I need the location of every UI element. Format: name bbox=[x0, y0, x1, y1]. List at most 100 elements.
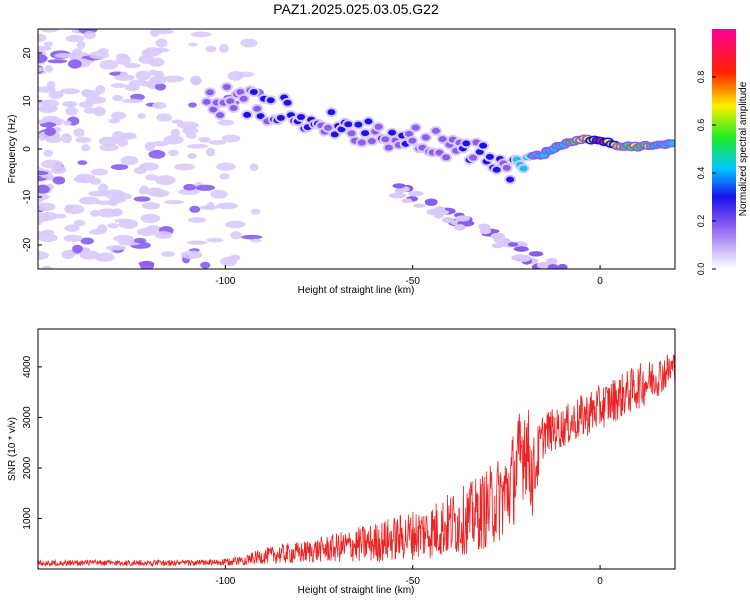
spectrogram-noise-blob bbox=[216, 163, 235, 171]
spectrogram-noise-blob bbox=[81, 89, 91, 96]
spectrogram-noise-blob bbox=[155, 175, 175, 185]
spectrogram-noise-blob bbox=[134, 238, 147, 243]
spectrogram-noise-blob bbox=[53, 176, 65, 184]
spectrogram-noise-blob bbox=[114, 74, 135, 81]
spectrogram-noise-blob bbox=[34, 213, 51, 222]
spectrogram-noise-blob bbox=[191, 77, 202, 85]
spectrogram-streak-blob bbox=[480, 228, 491, 234]
spectrogram-ridge-core bbox=[408, 138, 416, 144]
spectrogram-noise-blob bbox=[209, 140, 226, 145]
spectrogram-noise-blob bbox=[196, 185, 215, 191]
spectrogram-ridge-core bbox=[364, 118, 372, 124]
spectrogram-noise-blob bbox=[138, 261, 154, 266]
spectrogram-noise-blob bbox=[116, 53, 129, 58]
spectrogram-noise-blob bbox=[206, 148, 215, 157]
colorbar-gradient bbox=[712, 29, 736, 269]
spectrogram-ridge-core bbox=[243, 112, 251, 118]
spectrogram-noise-blob bbox=[111, 164, 129, 170]
colorbar-tick-label: 0.2 bbox=[696, 215, 706, 228]
spectrogram-noise-blob bbox=[124, 63, 141, 68]
spectrogram-noise-blob bbox=[137, 228, 157, 236]
spectrogram-noise-blob bbox=[72, 245, 83, 254]
spectrogram-streak-blob bbox=[456, 215, 470, 221]
spectrogram-noise-blob bbox=[134, 196, 151, 201]
spectrogram-streak-blob bbox=[552, 272, 569, 278]
spectrogram-noise-blob bbox=[237, 71, 254, 77]
spectrogram-noise-blob bbox=[77, 41, 86, 49]
spectrogram-ridge-core bbox=[230, 105, 238, 111]
spectrogram-ridge-core bbox=[422, 134, 430, 140]
spectrogram-noise-blob bbox=[125, 84, 140, 91]
figure-title: PAZ1.2025.025.03.05.G22 bbox=[273, 1, 439, 17]
spectrogram-noise-blob bbox=[85, 96, 106, 104]
spectrogram-ridge-core bbox=[216, 112, 224, 118]
spectrogram-noise-blob bbox=[174, 163, 195, 170]
spectrogram-noise-blob bbox=[155, 231, 172, 239]
spectrogram-ridge-core bbox=[479, 143, 487, 149]
colorbar: 0.00.20.40.60.8 Normalized spectral ampl… bbox=[696, 29, 749, 275]
spectrogram-noise-blob bbox=[34, 67, 43, 72]
spectrogram-noise-blob bbox=[95, 85, 105, 94]
spectrogram-noise-blob bbox=[36, 86, 56, 92]
spectrogram-noise-blob bbox=[112, 193, 131, 201]
spectrogram-noise-blob bbox=[164, 200, 185, 204]
spectrogram-noise-blob bbox=[63, 235, 82, 242]
colorbar-tick-label: 0.0 bbox=[696, 263, 706, 276]
figure-canvas: PAZ1.2025.025.03.05.G22 bbox=[0, 0, 750, 600]
spectrogram-noise-blob bbox=[177, 121, 199, 128]
spectrogram-noise-blob bbox=[106, 245, 126, 250]
spectrogram-noise-blob bbox=[189, 206, 200, 213]
spectrogram-noise-blob bbox=[60, 88, 80, 94]
spectrogram-noise-blob bbox=[230, 254, 241, 260]
y-tick-label: 0 bbox=[22, 146, 33, 152]
spectrogram-ridge-core bbox=[348, 130, 356, 136]
spectrogram-noise-blob bbox=[200, 262, 210, 269]
spectrogram-ridge-core bbox=[385, 145, 393, 151]
spectrogram-streak-blob bbox=[491, 233, 505, 239]
spectrogram-noise-blob bbox=[230, 231, 241, 239]
spectrogram-noise-blob bbox=[66, 204, 75, 209]
spectrogram-streak-blob bbox=[454, 224, 465, 230]
spectrogram-noise-blob bbox=[44, 41, 53, 46]
spectrogram-noise-blob bbox=[216, 203, 238, 210]
spectrogram-ridge-core bbox=[358, 140, 366, 146]
spectrogram-noise-blob bbox=[200, 205, 218, 210]
spectrogram-noise-blob bbox=[222, 134, 240, 142]
spectrogram-noise-blob bbox=[250, 209, 260, 215]
spectrogram-noise-blob bbox=[142, 202, 160, 210]
spectrogram-noise-blob bbox=[98, 183, 108, 192]
spectrogram-noise-blob bbox=[80, 251, 100, 260]
spectrogram-noise-blob bbox=[115, 219, 130, 223]
spectrogram-noise-blob bbox=[74, 220, 86, 226]
spectrogram-noise-blob bbox=[150, 76, 167, 85]
spectrogram-ridge-core bbox=[344, 121, 352, 127]
spectrogram-noise-blob bbox=[61, 250, 74, 259]
spectrogram-streak-blob bbox=[496, 239, 506, 245]
spectrogram-noise-blob bbox=[41, 229, 54, 235]
spectrogram-noise-blob bbox=[113, 235, 134, 242]
spectrogram-y-label: Frequency (Hz) bbox=[7, 115, 18, 184]
spectrogram-noise-blob bbox=[163, 135, 183, 144]
snr-y-label: SNR (10 * v/v) bbox=[7, 417, 18, 481]
spectrogram-noise-blob bbox=[155, 38, 167, 47]
spectrogram-noise-blob bbox=[34, 34, 46, 42]
spectrogram-noise-blob bbox=[240, 39, 257, 48]
spectrogram-noise-blob bbox=[149, 150, 166, 159]
spectrogram-ridge-core bbox=[324, 125, 332, 131]
spectrogram-noise-blob bbox=[220, 173, 230, 180]
spectrogram-streak-blob bbox=[546, 258, 557, 265]
spectrogram-ridge-core bbox=[267, 97, 275, 103]
spectrogram-ridge-core bbox=[203, 99, 211, 105]
spectrogram-noise-blob bbox=[206, 238, 223, 243]
spectrogram-noise-blob bbox=[187, 144, 208, 149]
colorbar-tick-label: 0.8 bbox=[696, 71, 706, 84]
spectrogram-ridge-core bbox=[361, 130, 369, 136]
spectrogram-noise-blob bbox=[145, 142, 155, 151]
spectrogram-noise-blob bbox=[121, 99, 143, 103]
spectrogram-noise-blob bbox=[38, 105, 58, 113]
spectrogram-noise-blob bbox=[139, 162, 159, 170]
y-tick-label: 1000 bbox=[22, 507, 33, 530]
spectrogram-ridge-core bbox=[462, 140, 470, 146]
spectrogram-noise-blob bbox=[156, 113, 172, 121]
spectrogram-noise-blob bbox=[95, 201, 116, 205]
